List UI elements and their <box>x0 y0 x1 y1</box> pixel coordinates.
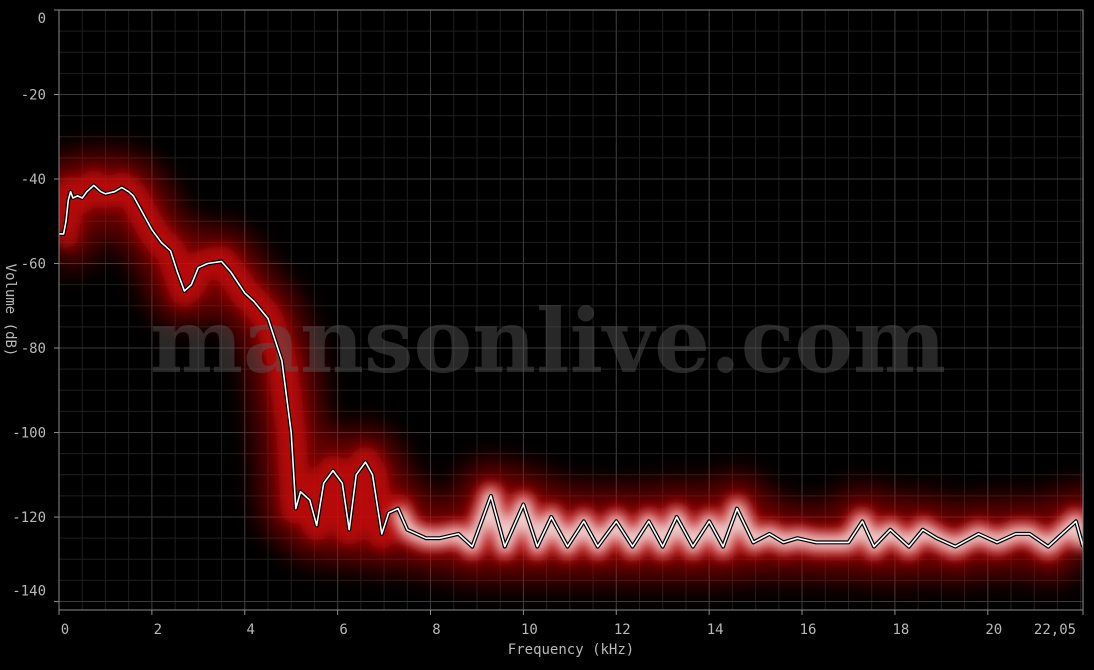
y-tick-label: -100 <box>12 426 46 442</box>
plot-frame <box>58 9 1084 611</box>
x-tick-label: 14 <box>707 622 724 638</box>
x-tick-label: 12 <box>614 622 631 638</box>
watermark: mansonlive.com <box>150 289 946 393</box>
x-axis-label: Frequency (kHz) <box>508 642 634 658</box>
y-tick-label: 0 <box>38 11 46 27</box>
x-tick-label: 10 <box>521 622 538 638</box>
x-tick-label: 0 <box>61 622 69 638</box>
y-tick-label: -140 <box>12 584 46 600</box>
axes: 0 2 4 6 8 10 12 14 16 18 20 22,05 0 -20 -40 -60 -80 -100 -… <box>12 9 1084 638</box>
y-tick-label: -120 <box>12 510 46 526</box>
x-tick-label: 22,05 <box>1034 622 1076 638</box>
x-tick-label: 8 <box>432 622 440 638</box>
x-tick-label: 6 <box>339 622 347 638</box>
y-tick-label: -80 <box>21 341 46 357</box>
x-tick-label: 16 <box>800 622 817 638</box>
y-tick-label: -40 <box>21 172 46 188</box>
y-axis-label: Volume (dB) <box>2 264 18 357</box>
mean-curve <box>59 184 1083 548</box>
x-tick-label: 2 <box>154 622 162 638</box>
x-tick-label: 18 <box>892 622 909 638</box>
y-tick-label: -60 <box>21 257 46 273</box>
x-tick-label: 4 <box>247 622 255 638</box>
x-tick-label: 20 <box>985 622 1002 638</box>
y-tick-label: -20 <box>21 88 46 104</box>
